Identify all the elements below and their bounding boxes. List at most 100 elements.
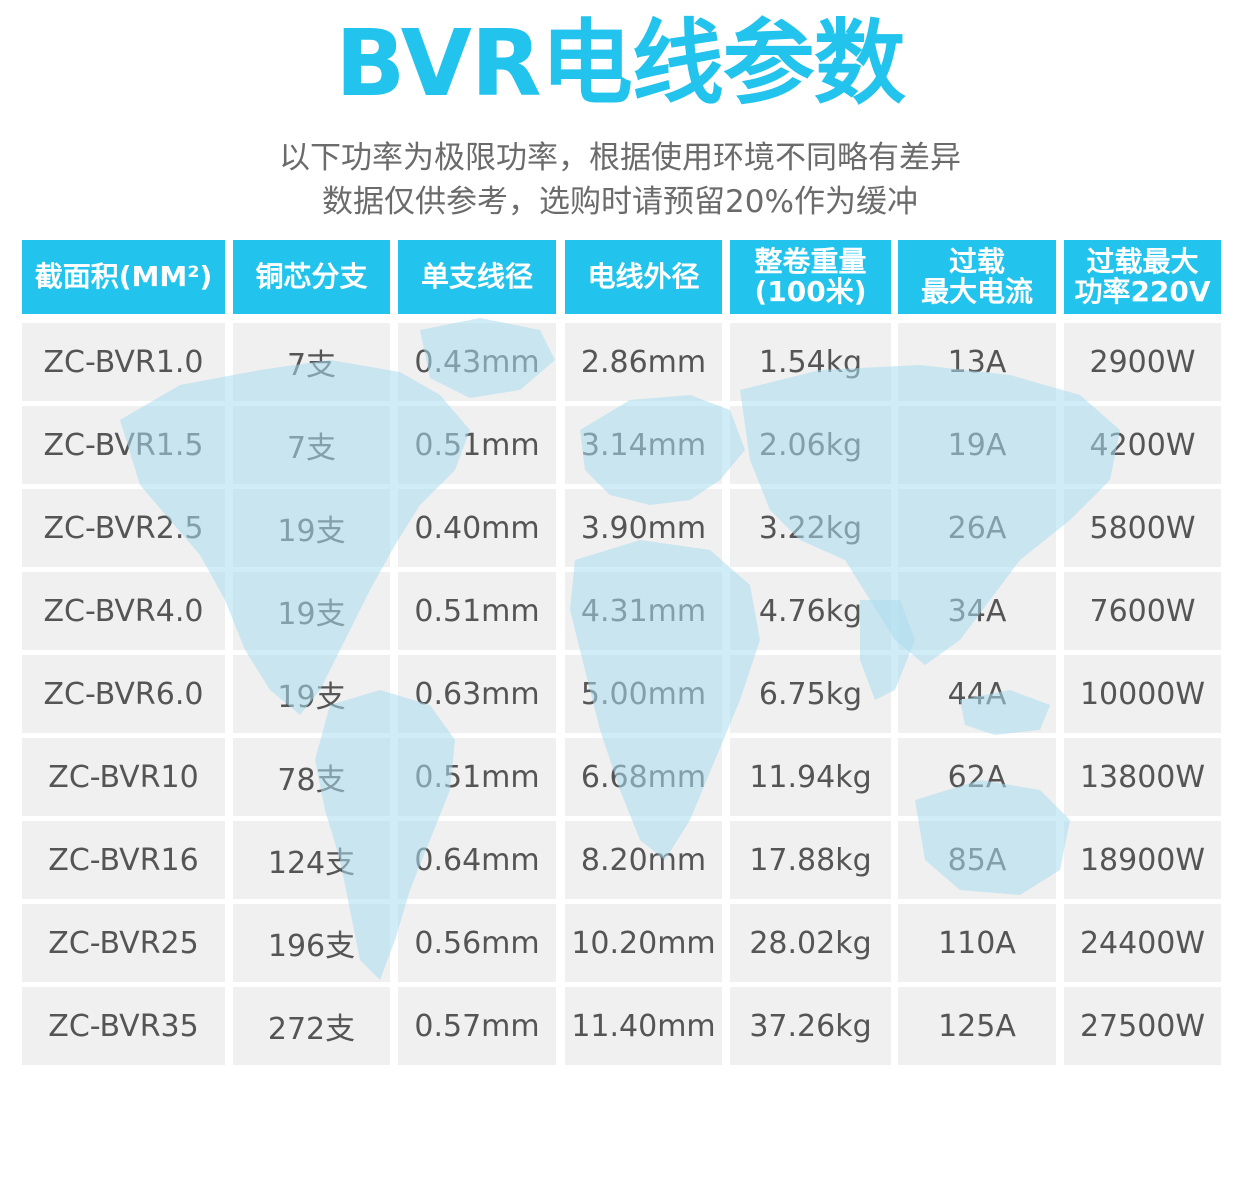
table-cell: 34A [898,572,1056,650]
table-cell: 18900W [1064,821,1221,899]
table-cell: 17.88kg [730,821,891,899]
cell-text: 7600W [1089,593,1196,629]
cell-text: 85A [947,842,1007,878]
cell-text: 27500W [1079,1008,1206,1044]
table-cell: 0.56mm [398,904,556,982]
table-cell: 19支 [233,572,390,650]
cell-text: 78支 [277,763,346,798]
cell-text: 18900W [1079,842,1206,878]
page-title: BVR电线参数 [335,10,905,117]
cell-text: 2.86mm [580,344,707,380]
cell-text: 3.14mm [580,427,707,463]
cell-text: 6.68mm [580,759,707,795]
table-cell: 110A [898,904,1056,982]
cell-text: 110A [938,925,1016,961]
cell-text: ZC-BVR4.0 [43,593,204,629]
table-cell: 196支 [233,904,390,982]
cell-text: 10000W [1079,676,1206,712]
cell-text: ZC-BVR6.0 [43,676,204,712]
subtitle-line-1: 以下功率为极限功率，根据使用环境不同略有差异 [279,140,961,176]
cell-text: 4.76kg [758,593,863,629]
cell-text: 5.00mm [580,676,707,712]
cell-text: 19支 [277,680,346,715]
cell-text: 7支 [286,431,337,466]
table-cell: 11.94kg [730,738,891,816]
table-cell: ZC-BVR35 [22,987,225,1065]
table-cell: 19支 [233,655,390,733]
table-cell: 78支 [233,738,390,816]
table-cell: 8.20mm [565,821,722,899]
cell-text: ZC-BVR2.5 [43,510,204,546]
table-cell: 272支 [233,987,390,1065]
table-cell: ZC-BVR25 [22,904,225,982]
table-cell: 19支 [233,489,390,567]
table-cell: 28.02kg [730,904,891,982]
header-cell: 电线外径 [565,240,722,314]
cell-text: ZC-BVR16 [48,842,199,878]
cell-text: 196支 [267,929,356,964]
table-cell: 0.40mm [398,489,556,567]
cell-text: 17.88kg [749,842,872,878]
table-cell: 7支 [233,323,390,401]
table-cell: 6.75kg [730,655,891,733]
cell-text: 28.02kg [749,925,872,961]
cell-text: 4200W [1089,427,1196,463]
cell-text: 37.26kg [749,1008,872,1044]
table-cell: 7支 [233,406,390,484]
table-cell: 0.51mm [398,572,556,650]
cell-text: 0.51mm [414,593,540,629]
table-cell: 125A [898,987,1056,1065]
cell-text: 7支 [286,348,337,383]
header-cell: 单支线径 [398,240,556,314]
table-cell: 5.00mm [565,655,722,733]
table-cell: 13800W [1064,738,1221,816]
table-cell: 0.63mm [398,655,556,733]
cell-text: 3.22kg [758,510,863,546]
cell-text: 26A [947,510,1007,546]
cell-text: 1.54kg [758,344,863,380]
cell-text: 0.51mm [414,759,540,795]
cell-text: 8.20mm [580,842,707,878]
cell-text: 44A [947,676,1007,712]
cell-text: 125A [938,1008,1016,1044]
cell-text: 6.75kg [758,676,863,712]
table-cell: 5800W [1064,489,1221,567]
cell-text: ZC-BVR35 [48,1008,199,1044]
cell-text: 10.20mm [571,925,716,961]
cell-text: 0.56mm [414,925,540,961]
table-cell: 19A [898,406,1056,484]
header-cell: 铜芯分支 [233,240,390,314]
cell-text: 62A [947,759,1007,795]
table-cell: ZC-BVR1.0 [22,323,225,401]
cell-text: 19支 [277,514,346,549]
table-cell: 27500W [1064,987,1221,1065]
header-cell: 截面积(MM²) [22,240,225,314]
table-cell: 3.90mm [565,489,722,567]
cell-text: 3.90mm [580,510,707,546]
cell-text: 272支 [267,1012,356,1047]
table-cell: 6.68mm [565,738,722,816]
table-cell: ZC-BVR2.5 [22,489,225,567]
table-cell: 26A [898,489,1056,567]
table-cell: 0.57mm [398,987,556,1065]
cell-text: ZC-BVR1.5 [43,427,204,463]
table-cell: 4200W [1064,406,1221,484]
cell-text: 0.63mm [414,676,540,712]
header-cell: 整卷重量 (100米) [730,240,891,314]
cell-text: 0.40mm [414,510,540,546]
table-cell: 85A [898,821,1056,899]
cell-text: 11.94kg [749,759,872,795]
cell-text: 2.06kg [758,427,863,463]
table-cell: 0.51mm [398,738,556,816]
table-cell: 1.54kg [730,323,891,401]
table-cell: 2900W [1064,323,1221,401]
table-cell: 4.76kg [730,572,891,650]
table-cell: ZC-BVR10 [22,738,225,816]
cell-text: 19A [947,427,1007,463]
cell-text: ZC-BVR25 [48,925,199,961]
table-cell: 7600W [1064,572,1221,650]
table-cell: 0.64mm [398,821,556,899]
table-cell: 0.43mm [398,323,556,401]
cell-text: ZC-BVR10 [48,759,199,795]
